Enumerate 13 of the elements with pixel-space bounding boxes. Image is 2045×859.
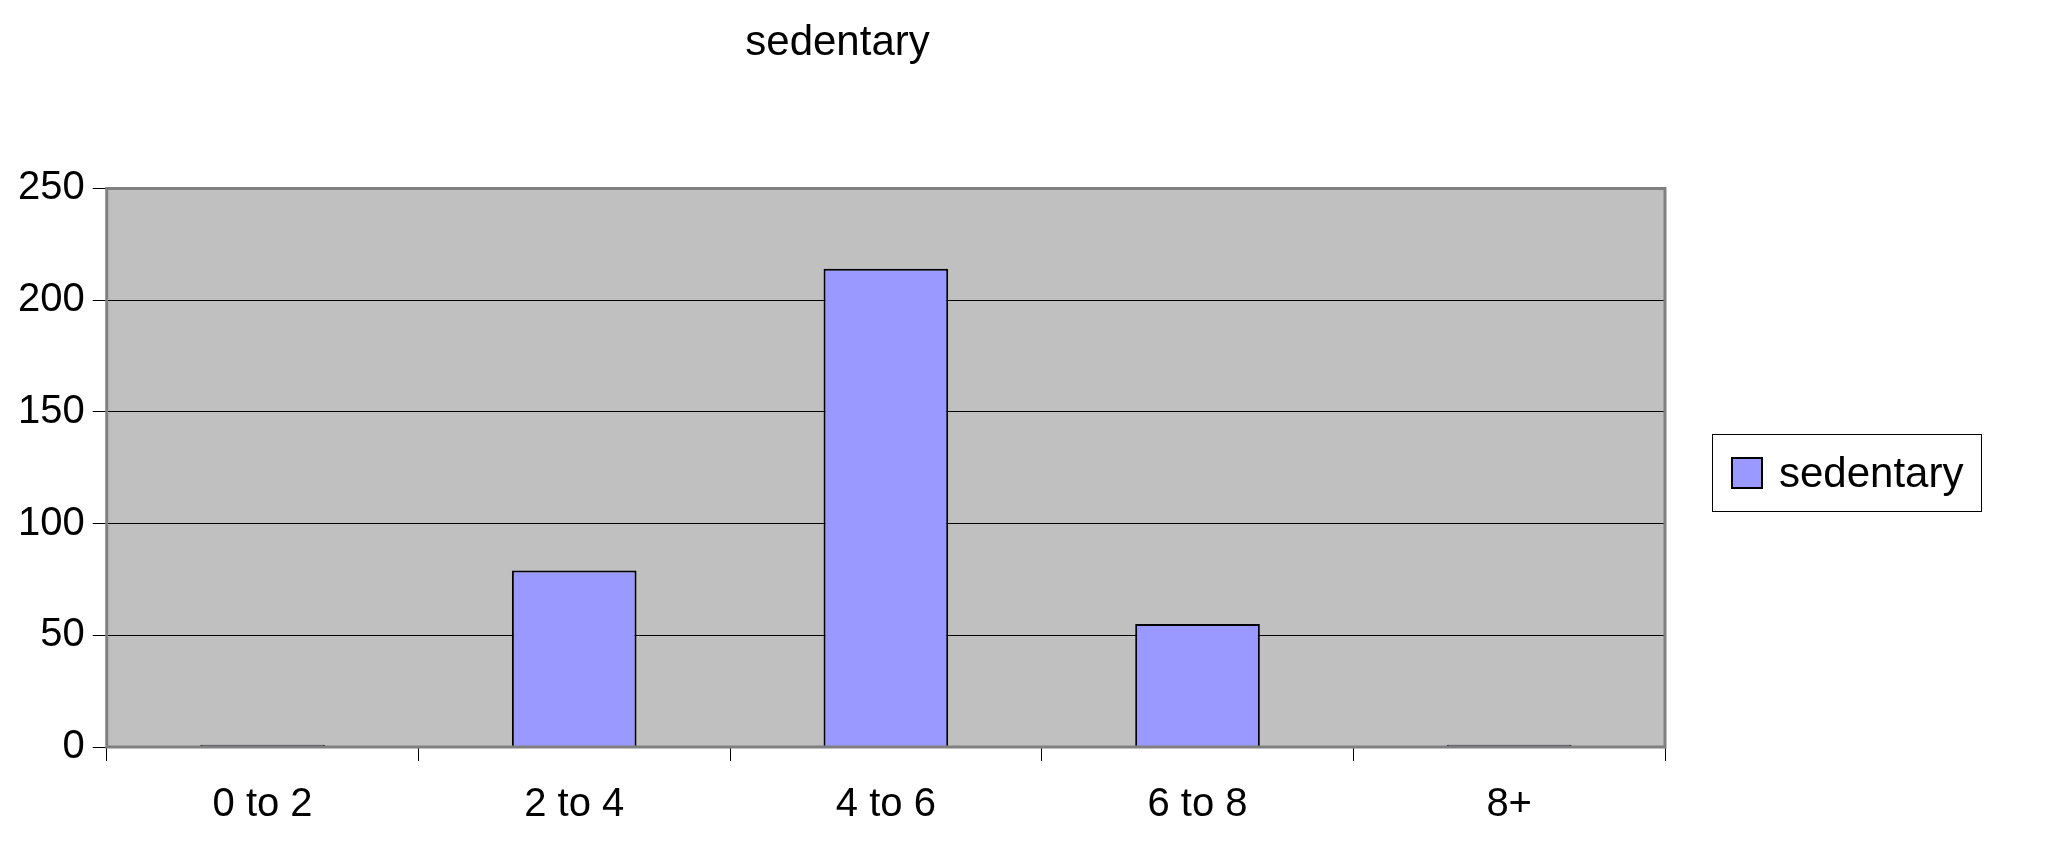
x-tick-label: 0 to 2 <box>212 780 313 825</box>
x-tick-label: 6 to 8 <box>1147 780 1248 825</box>
y-tick-label: 150 <box>17 386 85 431</box>
chart-title: sedentary <box>745 16 930 64</box>
y-tick-label: 0 <box>62 722 85 767</box>
y-tick-label: 250 <box>17 163 85 208</box>
x-tick-label: 2 to 4 <box>524 780 625 825</box>
y-tick-label: 50 <box>40 610 85 655</box>
legend-label: sedentary <box>1779 449 1964 497</box>
y-tick-label: 200 <box>17 275 85 320</box>
x-tick-label: 8+ <box>1486 780 1532 825</box>
y-tick-label: 100 <box>17 498 85 543</box>
x-tick-label: 4 to 6 <box>835 780 936 825</box>
